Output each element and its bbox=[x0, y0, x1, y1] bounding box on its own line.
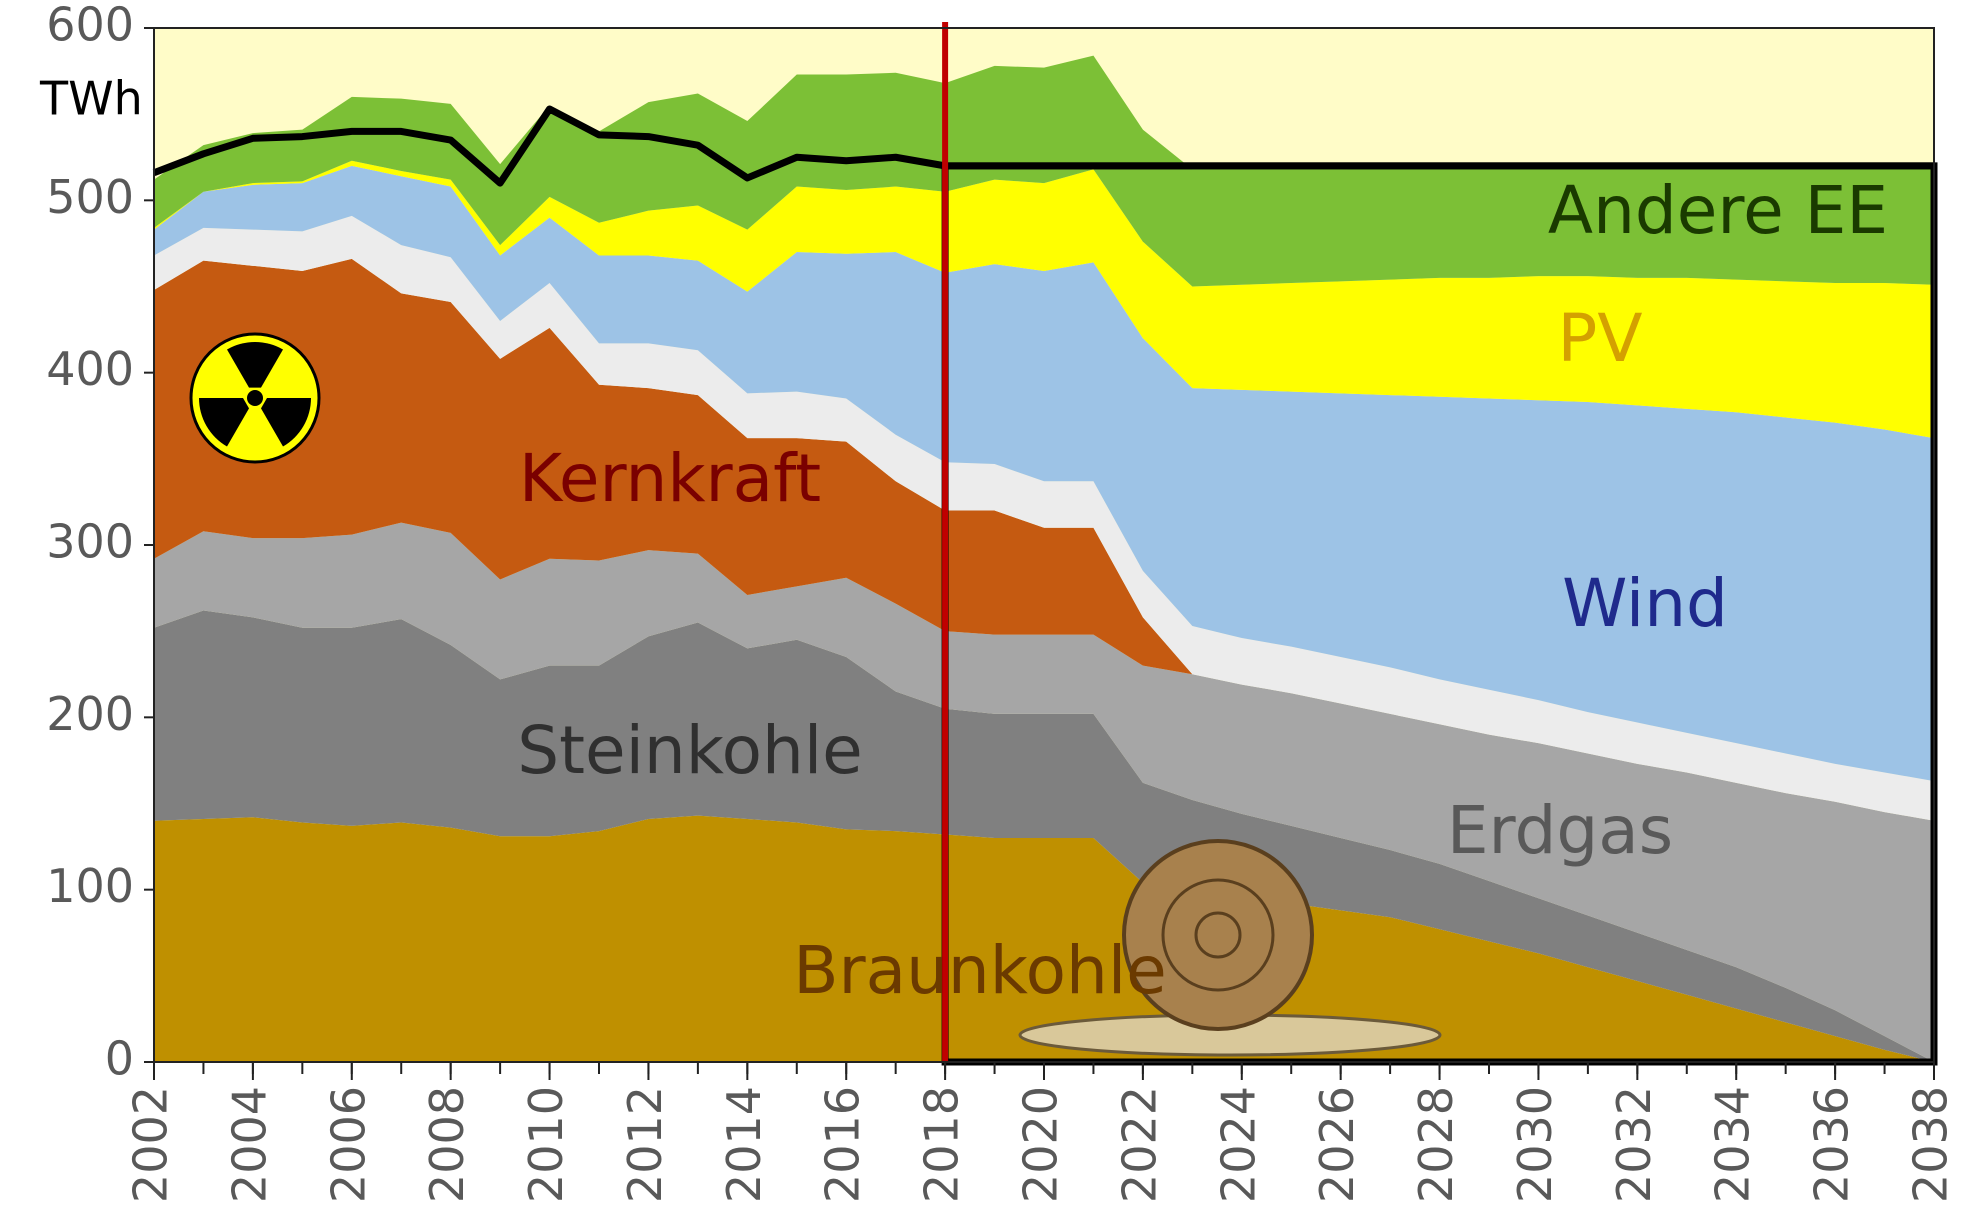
y-tick-label: 600 bbox=[46, 0, 134, 52]
y-tick-label: 100 bbox=[46, 859, 134, 913]
x-tick-label: 2024 bbox=[1211, 1086, 1265, 1203]
radiation-center bbox=[247, 390, 263, 406]
area bbox=[154, 258, 1934, 821]
x-tick-label: 2006 bbox=[321, 1086, 375, 1203]
y-tick-label: 200 bbox=[46, 687, 134, 741]
series-label: Wind bbox=[1562, 565, 1728, 642]
x-tick-label: 2010 bbox=[519, 1086, 573, 1203]
y-tick-label: 500 bbox=[46, 170, 134, 224]
snail-shell bbox=[1122, 839, 1314, 1031]
y-axis-label: TWh bbox=[39, 72, 143, 126]
area bbox=[154, 610, 1934, 1062]
series-label: Andere EE bbox=[1548, 172, 1888, 249]
snail-shell-inner bbox=[1161, 878, 1275, 992]
series-label: PV bbox=[1558, 300, 1643, 377]
series-label: Steinkohle bbox=[517, 712, 863, 789]
area bbox=[154, 160, 1934, 439]
x-tick-label: 2018 bbox=[915, 1086, 969, 1203]
x-tick-label: 2008 bbox=[420, 1086, 474, 1203]
snail-shell-core bbox=[1194, 911, 1242, 959]
radiation-blade bbox=[227, 341, 283, 388]
y-tick-label: 400 bbox=[46, 342, 134, 396]
x-tick-label: 2032 bbox=[1607, 1086, 1661, 1203]
x-tick-label: 2034 bbox=[1706, 1086, 1760, 1203]
x-tick-label: 2004 bbox=[222, 1086, 276, 1203]
y-tick-label: 300 bbox=[46, 515, 134, 569]
area bbox=[154, 815, 1934, 1062]
series-label: Erdgas bbox=[1447, 792, 1673, 869]
x-tick-label: 2036 bbox=[1805, 1086, 1859, 1203]
series-label: Braunkohle bbox=[793, 932, 1167, 1009]
series-label: Kernkraft bbox=[519, 440, 821, 517]
x-tick-label: 2038 bbox=[1904, 1086, 1958, 1203]
x-tick-label: 2014 bbox=[717, 1086, 771, 1203]
area bbox=[154, 55, 1934, 287]
x-tick-label: 2022 bbox=[1112, 1086, 1166, 1203]
icons bbox=[189, 332, 1442, 1057]
area bbox=[154, 522, 1934, 1062]
y-tick-label: 0 bbox=[105, 1032, 134, 1086]
area bbox=[154, 215, 1934, 821]
x-tick-label: 2028 bbox=[1409, 1086, 1463, 1203]
x-tick-label: 2026 bbox=[1310, 1086, 1364, 1203]
x-tick-label: 2002 bbox=[124, 1086, 178, 1203]
x-tick-label: 2016 bbox=[816, 1086, 870, 1203]
radiation-blade bbox=[261, 398, 311, 447]
x-tick-label: 2030 bbox=[1508, 1086, 1562, 1203]
area bbox=[154, 165, 1934, 782]
x-tick-label: 2020 bbox=[1014, 1086, 1068, 1203]
radiation-blade bbox=[199, 398, 249, 447]
x-tick-label: 2012 bbox=[618, 1086, 672, 1203]
